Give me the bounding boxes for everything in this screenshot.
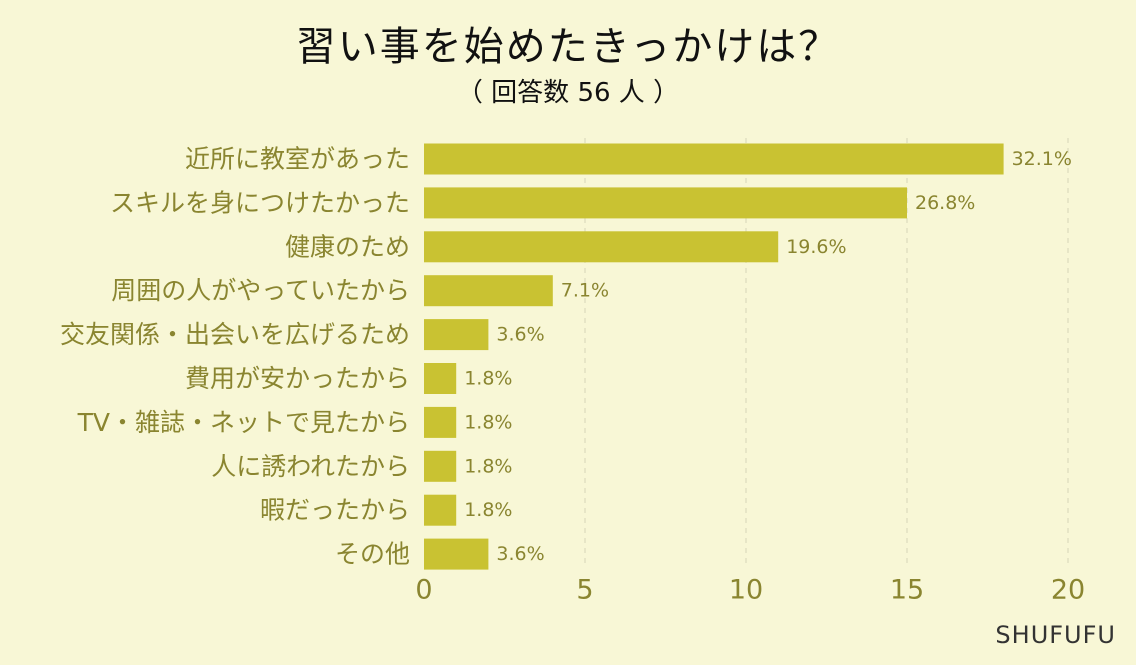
x-tick-label-0: 0 <box>415 575 432 606</box>
category-label-3: 周囲の人がやっていたから <box>111 276 410 305</box>
chart-subtitle: （ 回答数 56 人 ） <box>456 78 680 108</box>
data-label-5: 1.8% <box>464 368 512 390</box>
brand-logo-text: SHUFUFU <box>995 621 1116 649</box>
data-label-6: 1.8% <box>464 411 512 433</box>
category-label-6: TV・雑誌・ネットで見たから <box>77 408 410 437</box>
data-label-2: 19.6% <box>786 236 846 258</box>
bar-6 <box>424 406 457 438</box>
category-label-4: 交友関係・出会いを広げるため <box>60 320 410 349</box>
bar-0 <box>424 143 1004 175</box>
bar-5 <box>424 363 457 394</box>
bar-1 <box>424 187 907 219</box>
data-label-1: 26.8% <box>915 192 975 214</box>
data-label-4: 3.6% <box>496 324 544 346</box>
data-label-7: 1.8% <box>464 455 512 477</box>
bar-9 <box>424 538 489 570</box>
chart-title: 習い事を始めたきっかけは？ <box>295 24 841 70</box>
x-tick-label-1: 5 <box>576 575 593 606</box>
category-label-1: スキルを身につけたかった <box>110 188 410 217</box>
data-label-9: 3.6% <box>496 543 544 565</box>
x-tick-label-3: 15 <box>890 575 924 606</box>
x-tick-label-2: 10 <box>729 575 763 606</box>
bar-8 <box>424 494 457 526</box>
data-label-0: 32.1% <box>1012 148 1072 170</box>
category-label-0: 近所に教室があった <box>185 145 410 174</box>
bar-7 <box>424 450 457 482</box>
data-label-3: 7.1% <box>561 280 609 302</box>
category-label-7: 人に誘われたから <box>211 452 410 481</box>
bar-4 <box>424 319 489 351</box>
bar-3 <box>424 275 553 307</box>
category-label-8: 暇だったから <box>260 496 410 525</box>
category-label-9: その他 <box>335 540 410 569</box>
category-label-5: 費用が安かったから <box>185 364 410 393</box>
x-tick-label-4: 20 <box>1051 575 1085 606</box>
data-label-8: 1.8% <box>464 499 512 521</box>
bar-2 <box>424 231 779 263</box>
category-label-2: 健康のため <box>285 232 410 261</box>
